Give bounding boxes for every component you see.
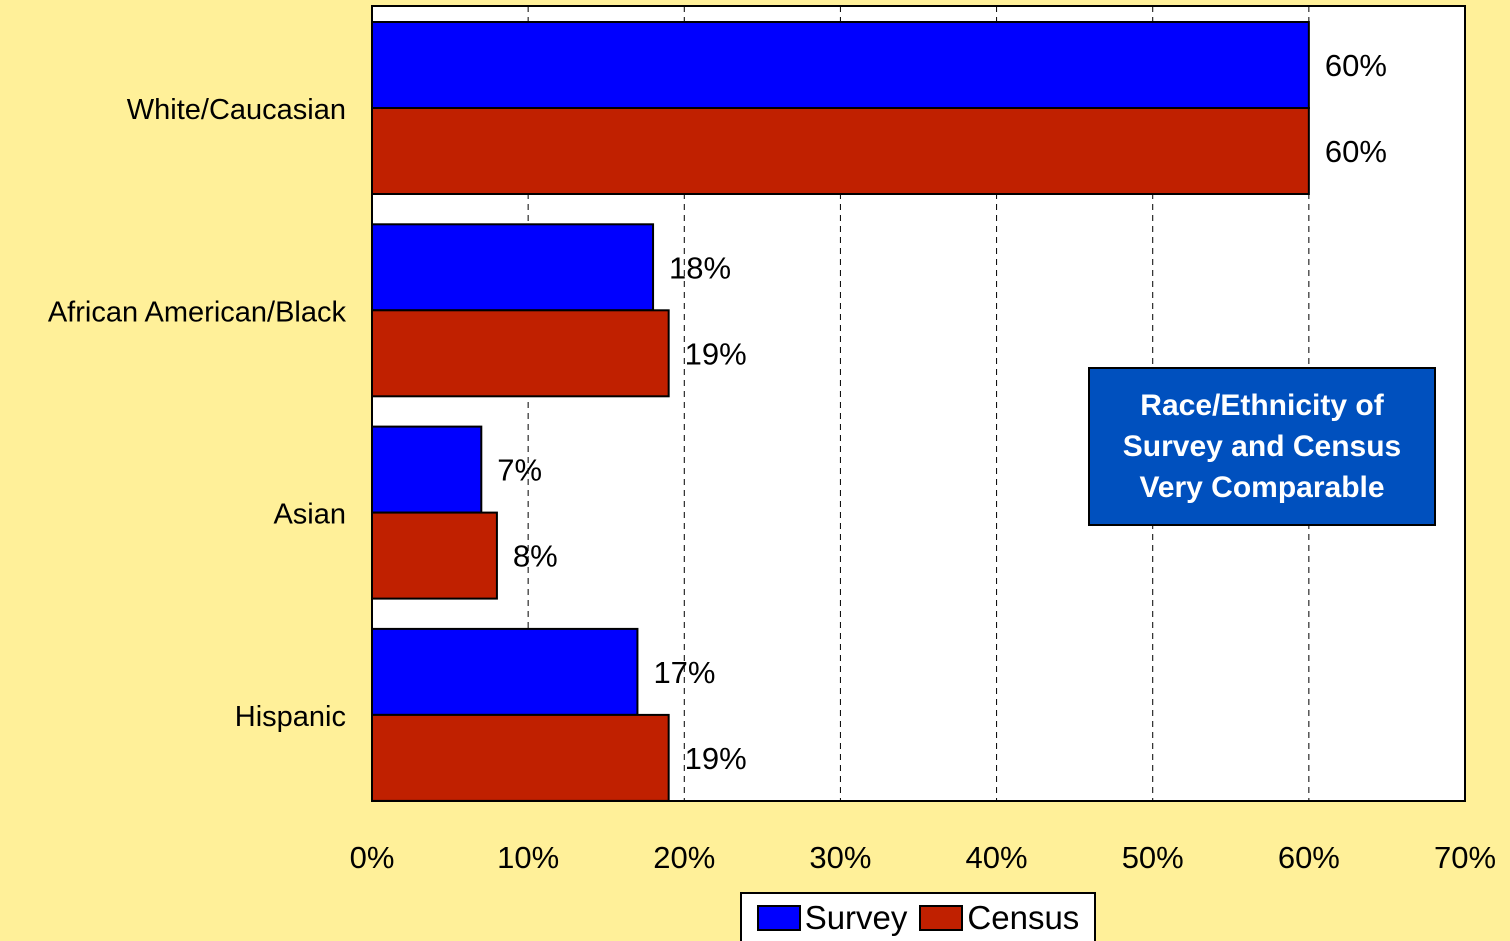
x-axis-ticks: 0% 10% 20% 30% 40% 50% 60% 70% [350, 840, 1496, 875]
legend-label-survey: Survey [804, 898, 908, 936]
data-label: 60% [1325, 48, 1387, 83]
category-label: White/Caucasian [127, 94, 346, 126]
legend: Survey Census [740, 892, 1096, 941]
x-tick-label: 70% [1434, 840, 1496, 875]
x-tick-label: 40% [966, 840, 1028, 875]
x-tick-label: 60% [1278, 840, 1340, 875]
x-tick-label: 30% [809, 840, 871, 875]
x-tick-label: 50% [1122, 840, 1184, 875]
bar-census [371, 309, 670, 398]
x-tick-label: 0% [350, 840, 395, 875]
bar-census [371, 713, 670, 802]
category-label: Asian [273, 499, 346, 531]
legend-swatch-census [919, 904, 964, 931]
legend-item-survey: Survey [756, 898, 908, 937]
category-label: Hispanic [235, 701, 346, 733]
data-label: 60% [1325, 134, 1387, 169]
data-label: 19% [685, 741, 747, 776]
bar-survey [371, 627, 639, 716]
bars [371, 21, 1310, 802]
data-label: 7% [497, 453, 542, 488]
chart-annotation: Race/Ethnicity of Survey and Census Very… [1088, 367, 1436, 526]
data-labels: 60% 60% 18% 19% 7% 8% 17% 19% [497, 48, 1387, 776]
category-labels: White/Caucasian African American/Black Asi… [48, 94, 347, 733]
data-label: 19% [685, 336, 747, 371]
data-label: 17% [653, 655, 715, 690]
legend-item-census: Census [919, 899, 1079, 937]
bar-survey [371, 223, 655, 312]
x-tick-label: 20% [653, 840, 715, 875]
bar-census [371, 511, 498, 600]
data-label: 18% [669, 250, 731, 285]
x-tick-label: 10% [497, 840, 559, 875]
legend-swatch-survey [756, 904, 801, 931]
bar-census [371, 107, 1310, 195]
legend-label-census: Census [967, 898, 1080, 936]
category-label: African American/Black [48, 296, 347, 328]
data-label: 8% [513, 539, 558, 574]
bar-survey [371, 21, 1310, 109]
bar-survey [371, 425, 483, 514]
